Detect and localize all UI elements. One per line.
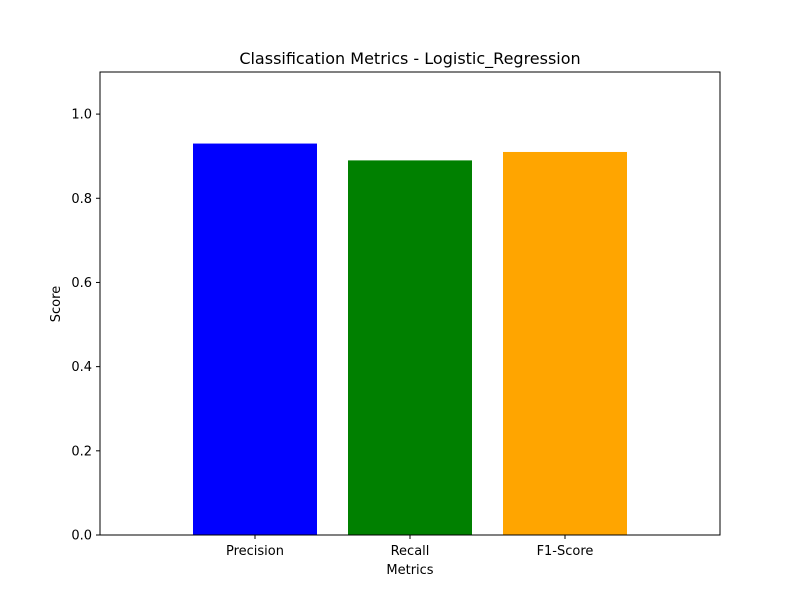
- y-tick-label: 0.2: [71, 444, 92, 459]
- bar-precision: [193, 143, 317, 535]
- bars-layer: [193, 143, 627, 536]
- x-tick-label-f1-score: F1-Score: [537, 544, 594, 559]
- chart-title: Classification Metrics - Logistic_Regres…: [239, 49, 580, 69]
- bar-f1-score: [503, 151, 627, 536]
- y-tick-label: 0.6: [71, 276, 92, 291]
- x-tick-label-recall: Recall: [391, 544, 430, 559]
- y-tick-label: 0.4: [71, 360, 92, 375]
- y-tick-label: 0.8: [71, 192, 92, 207]
- x-axis-label: Metrics: [386, 563, 433, 578]
- y-axis-label: Score: [49, 286, 64, 322]
- y-tick-label: 1.0: [71, 108, 92, 123]
- x-axis: Precision Recall F1-Score: [226, 535, 593, 559]
- y-axis: 0.0 0.2 0.4 0.6 0.8 1.0: [71, 108, 100, 544]
- bar-recall: [348, 160, 472, 535]
- y-tick-label: 0.0: [71, 529, 92, 544]
- x-tick-label-precision: Precision: [226, 544, 284, 559]
